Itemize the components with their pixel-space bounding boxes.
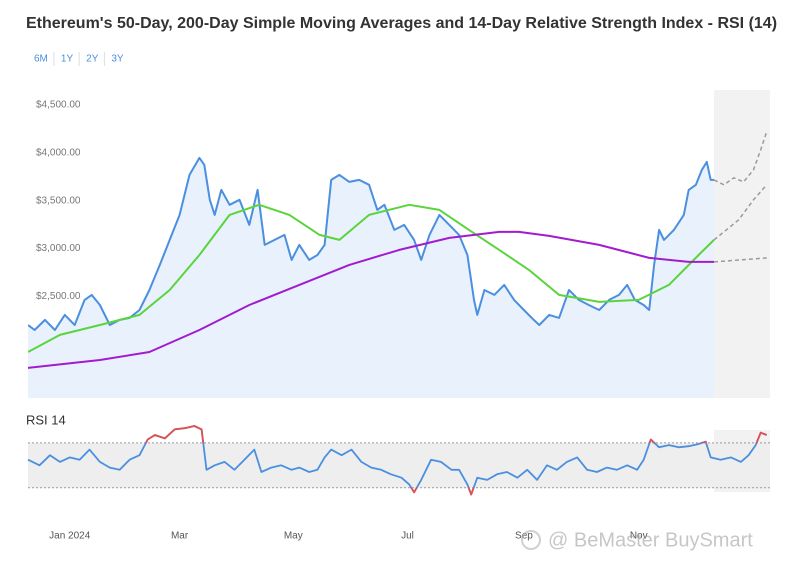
price-area	[28, 157, 714, 398]
x-tick-label: Sep	[515, 531, 533, 542]
range-button[interactable]: 2Y	[86, 54, 99, 65]
y-tick-label: $3,000.00	[36, 243, 81, 254]
x-tick-label: Jul	[401, 531, 414, 542]
y-tick-label: $4,500.00	[36, 100, 81, 111]
series-line	[28, 203, 715, 353]
watermark-icon	[521, 530, 541, 550]
rsi-band	[28, 442, 770, 488]
projection-line	[713, 131, 768, 186]
rsi-title: RSI 14	[26, 412, 66, 427]
watermark: @ BeMaster BuySmart	[548, 529, 753, 551]
chart-title: Ethereum's 50-Day, 200-Day Simple Moving…	[26, 15, 777, 32]
x-tick-label: May	[284, 531, 303, 542]
watermark-group: @ BeMaster BuySmart	[521, 529, 753, 551]
y-tick-label: $4,000.00	[36, 147, 81, 158]
y-tick-label: $2,500.00	[36, 291, 81, 302]
forecast-region	[713, 90, 770, 398]
y-tick-label: $3,500.00	[36, 195, 81, 206]
x-tick-label: Mar	[171, 531, 189, 542]
range-buttons: 6M 1Y 2Y 3Y	[34, 52, 124, 66]
projection-line	[713, 184, 768, 241]
projection-line	[713, 257, 767, 263]
plot	[28, 131, 768, 398]
series-line	[28, 156, 714, 331]
range-button[interactable]: 6M	[34, 54, 48, 65]
x-tick-label: Nov	[630, 531, 648, 542]
range-button[interactable]: 1Y	[61, 54, 74, 65]
range-button[interactable]: 3Y	[111, 54, 124, 65]
x-tick-label: Jan 2024	[49, 531, 91, 542]
series-line	[28, 230, 714, 369]
